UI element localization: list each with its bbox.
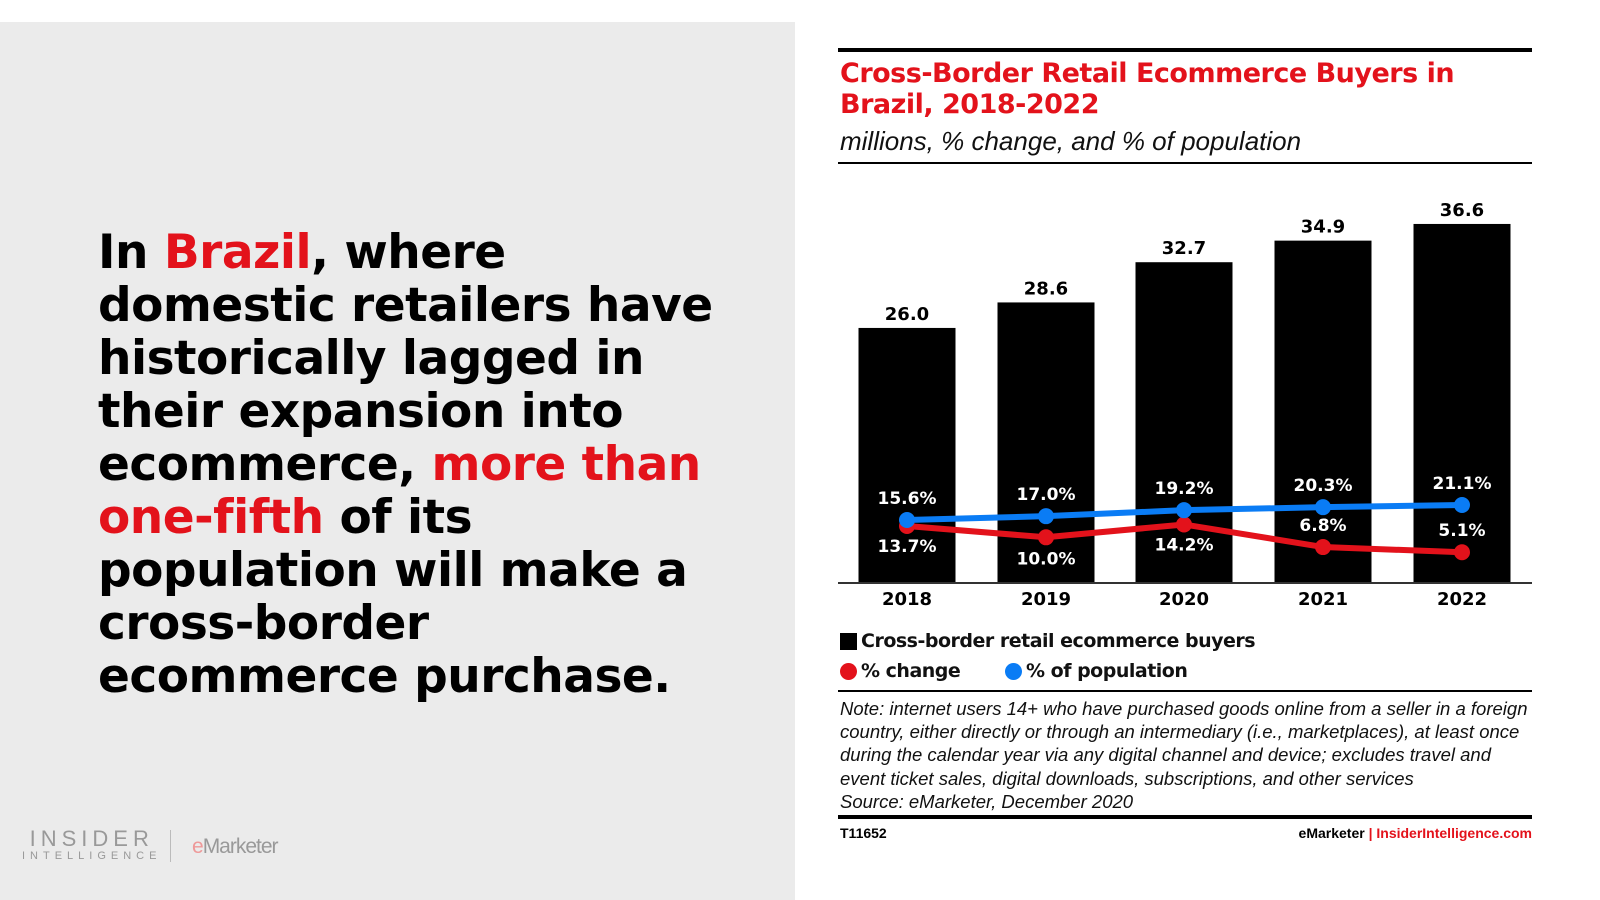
legend-buyers: Cross-border retail ecommerce buyers (840, 630, 1256, 652)
pct-change-label: 6.8% (1299, 516, 1346, 536)
pct-population-label: 15.6% (878, 489, 937, 509)
pct-population-label: 17.0% (1017, 485, 1076, 505)
pct-population-point (1038, 508, 1054, 525)
pct-population-label: 19.2% (1155, 479, 1214, 499)
insider-intelligence-logo: INSIDER INTELLIGENCE (22, 826, 162, 862)
note-rule (838, 690, 1532, 692)
bar-value-label: 34.9 (1301, 217, 1345, 238)
chart-subtitle: millions, % change, and % of population (840, 126, 1302, 156)
pct-population-label: 21.1% (1433, 474, 1492, 494)
bottom-rule (838, 815, 1532, 819)
pct-change-point (1038, 529, 1054, 546)
bar (858, 327, 956, 583)
legend-swatch-red-dot (840, 662, 857, 680)
x-tick-label: 2021 (1298, 589, 1348, 610)
top-rule (838, 48, 1532, 52)
pct-population-label: 20.3% (1294, 476, 1353, 496)
chart-code: T11652 (840, 825, 887, 841)
title-rule (838, 162, 1532, 164)
bar-value-label: 32.7 (1162, 238, 1206, 259)
legend-swatch-square (840, 632, 857, 650)
pct-change-point (1454, 544, 1470, 561)
pct-population-point (1315, 499, 1331, 516)
bar-value-label: 26.0 (885, 304, 929, 325)
x-tick-label: 2020 (1159, 589, 1209, 610)
x-tick-label: 2022 (1437, 589, 1487, 610)
headline: In Brazil, where domestic retailers have… (98, 225, 713, 704)
bar (1413, 223, 1511, 584)
legend-change: % change (840, 660, 961, 682)
pct-population-point (1176, 502, 1192, 519)
x-tick-label: 2018 (882, 589, 932, 610)
bar-value-label: 28.6 (1024, 278, 1068, 299)
legend-population: % of population (1005, 660, 1188, 682)
legend-swatch-blue-dot (1005, 662, 1022, 680)
emarketer-logo: eMarketer (192, 835, 279, 858)
x-tick-label: 2019 (1021, 589, 1071, 610)
pct-change-label: 10.0% (1017, 549, 1076, 569)
pct-population-point (1454, 496, 1470, 513)
pct-change-label: 14.2% (1155, 535, 1214, 555)
pct-change-point (1315, 539, 1331, 556)
chart-credit: eMarketer | InsiderIntelligence.com (1298, 825, 1532, 841)
pct-change-point (1176, 516, 1192, 533)
left-panel (0, 22, 795, 900)
pct-change-label: 5.1% (1438, 521, 1485, 541)
chart-note: Note: internet users 14+ who have purcha… (840, 698, 1528, 812)
chart-title: Cross-Border Retail Ecommerce Buyers in … (840, 58, 1455, 120)
pct-population-point (899, 512, 915, 528)
bar-value-label: 36.6 (1440, 200, 1484, 221)
bar (1274, 240, 1372, 584)
pct-change-label: 13.7% (878, 537, 937, 557)
logo-divider (170, 830, 171, 862)
